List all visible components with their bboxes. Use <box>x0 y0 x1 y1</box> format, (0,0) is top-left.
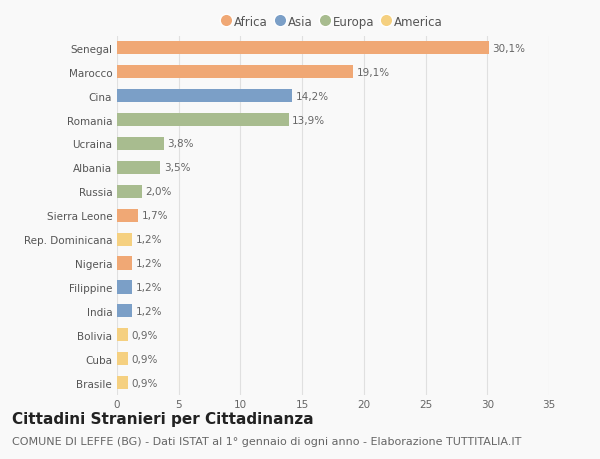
Text: 0,9%: 0,9% <box>132 378 158 388</box>
Text: 19,1%: 19,1% <box>356 67 389 78</box>
Legend: Africa, Asia, Europa, America: Africa, Asia, Europa, America <box>220 12 446 32</box>
Text: 1,2%: 1,2% <box>136 258 162 269</box>
Text: 0,9%: 0,9% <box>132 354 158 364</box>
Bar <box>117 90 292 103</box>
Text: 3,8%: 3,8% <box>167 139 194 149</box>
Text: COMUNE DI LEFFE (BG) - Dati ISTAT al 1° gennaio di ogni anno - Elaborazione TUTT: COMUNE DI LEFFE (BG) - Dati ISTAT al 1° … <box>12 436 521 446</box>
Bar <box>117 305 132 318</box>
Text: Cittadini Stranieri per Cittadinanza: Cittadini Stranieri per Cittadinanza <box>12 411 314 426</box>
Bar <box>117 209 138 222</box>
Bar <box>117 353 128 365</box>
Bar <box>117 114 289 127</box>
Text: 2,0%: 2,0% <box>145 187 172 197</box>
Text: 1,2%: 1,2% <box>136 282 162 292</box>
Text: 13,9%: 13,9% <box>292 115 325 125</box>
Bar <box>117 281 132 294</box>
Text: 1,2%: 1,2% <box>136 306 162 316</box>
Bar <box>117 185 142 198</box>
Bar <box>117 138 164 151</box>
Bar <box>117 66 353 79</box>
Text: 3,5%: 3,5% <box>164 163 190 173</box>
Text: 30,1%: 30,1% <box>492 44 525 54</box>
Bar <box>117 42 488 55</box>
Text: 1,2%: 1,2% <box>136 235 162 245</box>
Text: 14,2%: 14,2% <box>296 91 329 101</box>
Bar <box>117 233 132 246</box>
Bar <box>117 376 128 389</box>
Bar <box>117 162 160 174</box>
Bar <box>117 257 132 270</box>
Text: 1,7%: 1,7% <box>142 211 168 221</box>
Bar <box>117 329 128 341</box>
Text: 0,9%: 0,9% <box>132 330 158 340</box>
